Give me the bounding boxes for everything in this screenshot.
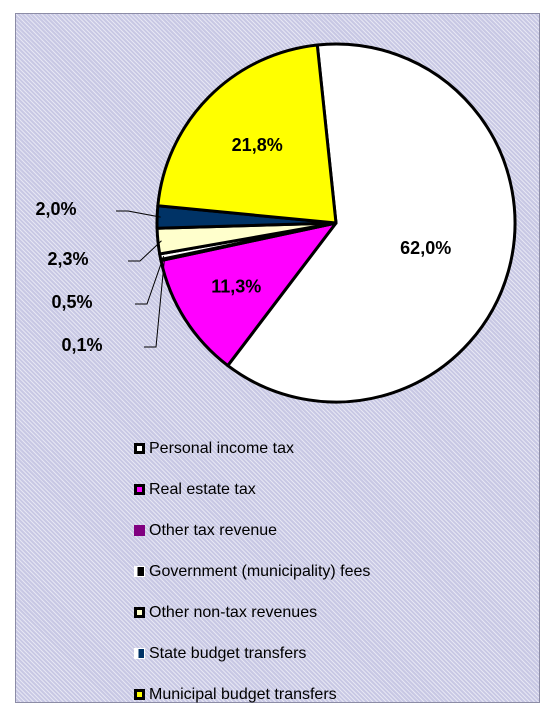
legend-label-real-estate-tax: Real estate tax <box>149 480 256 498</box>
pie-chart: 62,0% 11,3% 0,1% 0,5% 2,3% 2,0% 21,8% <box>35 42 517 404</box>
data-label-real-estate-tax: 11,3% <box>211 276 261 296</box>
legend-swatch-state-budget-transfers <box>134 648 145 659</box>
legend-item-government-fees: Government (municipality) fees <box>134 551 534 592</box>
data-label-other-tax-revenue: 0,1% <box>61 335 102 355</box>
leader-line-other-non-tax-revenues <box>128 240 162 262</box>
legend-item-other-tax-revenue: Other tax revenue <box>134 510 534 551</box>
legend-swatch-government-fees <box>134 566 145 577</box>
pie-slice-real-estate-tax <box>159 221 338 368</box>
legend-label-municipal-budget-transfers: Municipal budget transfers <box>149 685 337 703</box>
legend-item-other-non-tax-revenues: Other non-tax revenues <box>134 592 534 633</box>
data-label-state-budget-transfers: 2,0% <box>35 199 76 219</box>
leader-line-state-budget-transfers <box>116 210 161 218</box>
leader-line-government-fees <box>135 255 165 305</box>
legend-swatch-other-tax-revenue <box>134 525 145 536</box>
legend-swatch-personal-income-tax <box>134 443 145 454</box>
legend-label-personal-income-tax: Personal income tax <box>149 439 294 457</box>
legend-swatch-real-estate-tax <box>134 484 145 495</box>
data-label-municipal-budget-transfers: 21,8% <box>232 135 283 155</box>
legend-item-personal-income-tax: Personal income tax <box>134 428 534 469</box>
leader-line-other-tax-revenue <box>144 259 165 348</box>
legend-item-municipal-budget-transfers: Municipal budget transfers <box>134 674 534 715</box>
legend-label-state-budget-transfers: State budget transfers <box>149 644 307 662</box>
legend-label-other-tax-revenue: Other tax revenue <box>149 521 278 539</box>
legend-item-real-estate-tax: Real estate tax <box>134 469 534 510</box>
data-label-other-non-tax-revenues: 2,3% <box>47 249 88 269</box>
legend-label-government-fees: Government (municipality) fees <box>149 562 371 580</box>
legend-label-other-non-tax-revenues: Other non-tax revenues <box>149 603 318 621</box>
chart-area: 62,0% 11,3% 0,1% 0,5% 2,3% 2,0% 21,8% Personal… <box>15 13 540 703</box>
data-label-government-fees: 0,5% <box>51 292 92 312</box>
legend: Personal income tax Real estate tax Other … <box>134 428 534 715</box>
data-label-personal-income-tax: 62,0% <box>400 238 451 258</box>
pie-slice-personal-income-tax <box>226 42 517 404</box>
pie-slice-municipal-budget-transfers <box>156 43 338 225</box>
legend-swatch-other-non-tax-revenues <box>134 607 145 618</box>
legend-swatch-municipal-budget-transfers <box>134 689 145 700</box>
legend-item-state-budget-transfers: State budget transfers <box>134 633 534 674</box>
